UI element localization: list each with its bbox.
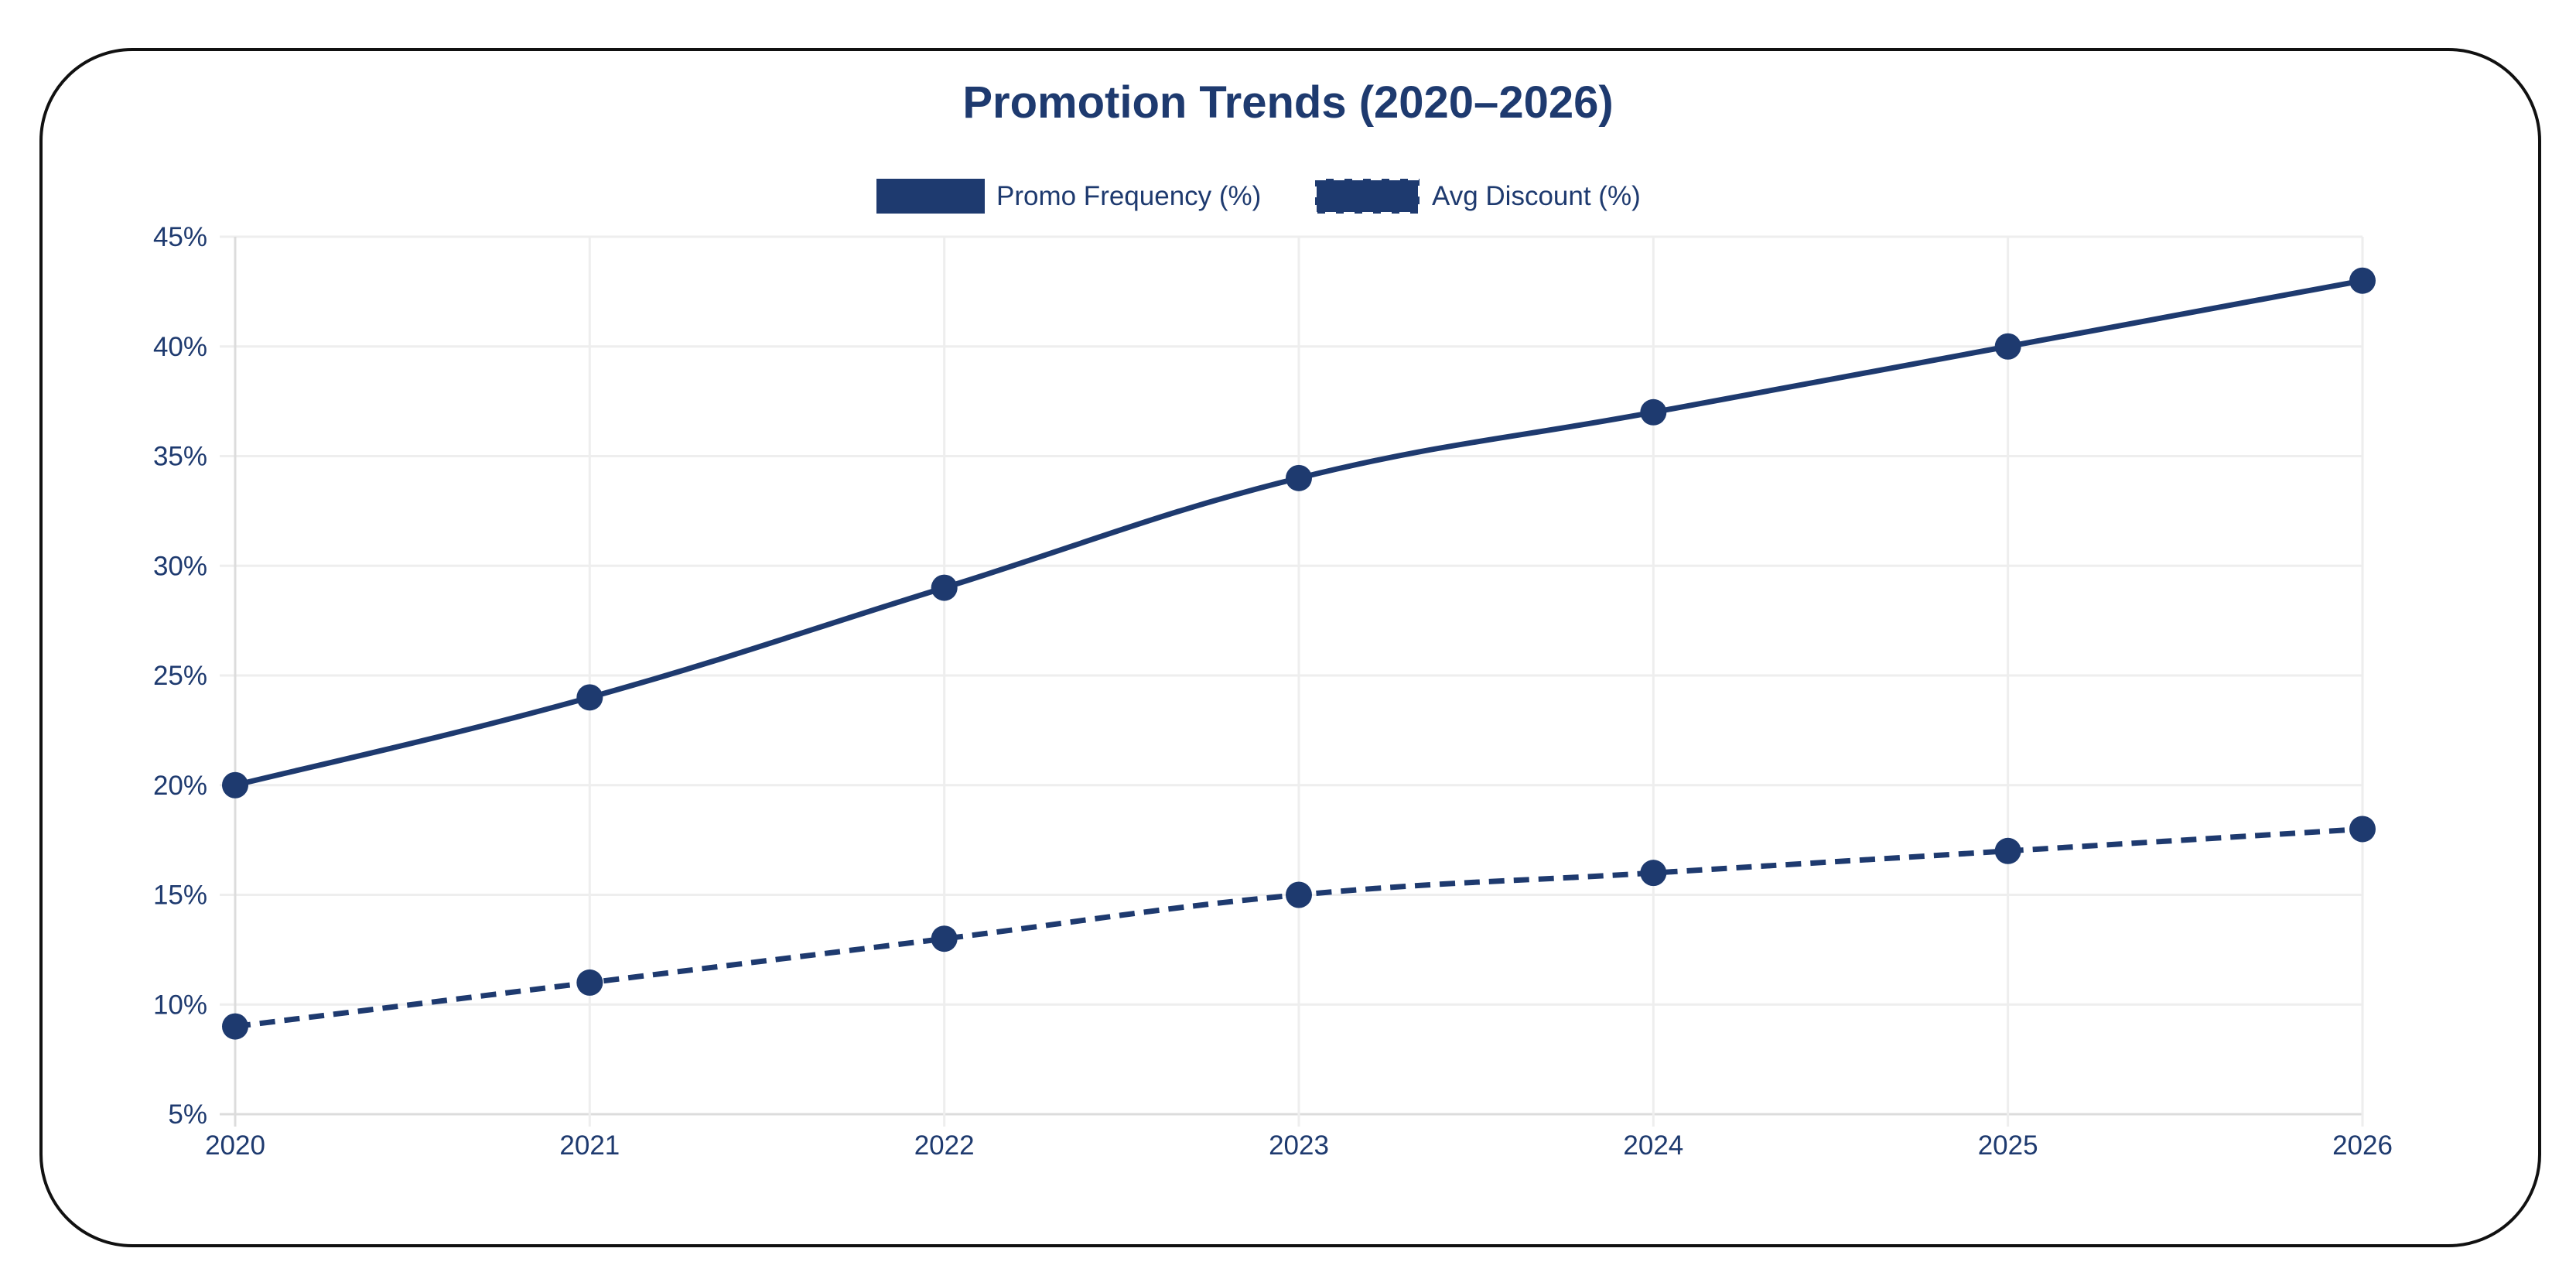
data-point-promo-frequency [1994, 333, 2021, 360]
data-point-promo-frequency [1640, 398, 1667, 426]
chart-title: Promotion Trends (2020–2026) [962, 77, 1613, 128]
data-point-avg-discount [576, 969, 603, 996]
y-tick-label: 30% [153, 551, 207, 581]
chart-card [39, 48, 2541, 1247]
x-tick-label: 2020 [205, 1130, 265, 1161]
data-point-promo-frequency [1286, 464, 1312, 491]
y-tick-label: 45% [153, 222, 207, 252]
y-tick-label: 35% [153, 442, 207, 472]
x-tick-label: 2025 [1978, 1130, 2038, 1161]
x-tick-label: 2021 [559, 1130, 620, 1161]
legend-label-avg-discount[interactable]: Avg Discount (%) [1432, 181, 1641, 211]
data-point-promo-frequency [2349, 267, 2376, 294]
y-tick-label: 15% [153, 881, 207, 911]
data-point-promo-frequency [576, 684, 603, 711]
data-point-avg-discount [931, 925, 958, 952]
y-tick-label: 25% [153, 661, 207, 691]
legend-label-promo-frequency[interactable]: Promo Frequency (%) [996, 181, 1261, 211]
legend-swatch-promo-frequency [876, 179, 985, 214]
data-point-avg-discount [1286, 881, 1312, 908]
legend-swatch-avg-discount [1314, 177, 1421, 215]
data-point-avg-discount [1994, 837, 2021, 864]
data-point-promo-frequency [222, 771, 248, 799]
data-point-avg-discount [1640, 860, 1667, 887]
y-tick-label: 5% [168, 1099, 207, 1130]
legend: Promo Frequency (%) Avg Discount (%) [876, 177, 1641, 215]
y-tick-label: 10% [153, 990, 207, 1020]
data-point-avg-discount [2349, 816, 2376, 843]
x-tick-label: 2026 [2332, 1130, 2393, 1161]
data-point-promo-frequency [931, 574, 958, 601]
x-tick-label: 2023 [1269, 1130, 1329, 1161]
x-tick-label: 2022 [914, 1130, 975, 1161]
y-tick-label: 20% [153, 771, 207, 801]
y-tick-label: 40% [153, 332, 207, 362]
x-tick-label: 2024 [1623, 1130, 1683, 1161]
data-point-avg-discount [222, 1013, 248, 1040]
